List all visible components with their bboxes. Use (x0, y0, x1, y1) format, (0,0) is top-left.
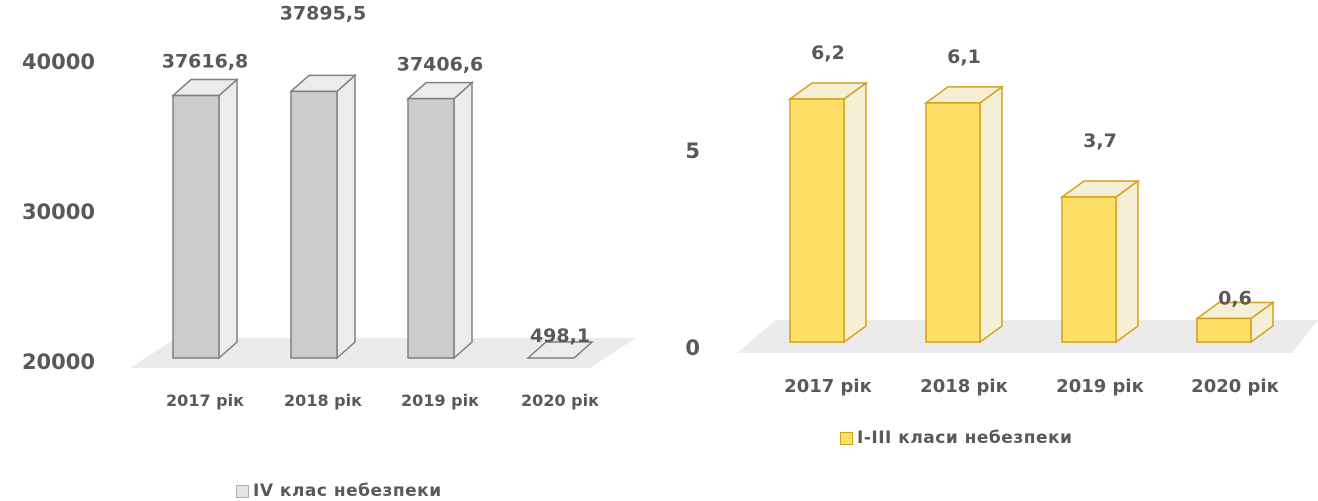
x-tick-label: 2019 рік (1056, 376, 1144, 397)
data-label: 37406,6 (397, 54, 484, 76)
bar-side (979, 85, 1003, 344)
y-tick-label: 5 (685, 139, 700, 163)
legend-i-iii-classes: I-III класи небезпеки (840, 428, 1072, 448)
bar (526, 341, 594, 359)
bar-front (290, 90, 338, 359)
x-tick-label: 2018 рік (920, 376, 1008, 397)
bar (171, 77, 239, 360)
bar-front (172, 94, 220, 359)
bar (289, 73, 357, 360)
bar-front (789, 98, 845, 343)
chart-iv-class: 20000 30000 40000 37616,8 2017 рік 37895,5 201… (22, 2, 636, 410)
data-label: 0,6 (1218, 287, 1252, 309)
legend-swatch-yellow (840, 431, 853, 445)
bar (406, 80, 474, 360)
data-label: 37895,5 (280, 2, 367, 24)
data-label: 6,2 (811, 42, 845, 64)
bar (1059, 179, 1141, 344)
bar-side (453, 80, 473, 360)
x-tick-label: 2019 рік (401, 391, 479, 410)
chart-i-iii-classes: 0 5 6,2 2017 рік 6,1 2018 рік 3,7 2019 рік 0,6 20… (685, 42, 1318, 397)
bar-side (843, 81, 867, 344)
legend-label-iv-class: IV клас небезпеки (253, 481, 442, 501)
y-tick-label: 40000 (22, 50, 95, 74)
bar-top (526, 341, 594, 359)
y-tick-label: 30000 (22, 200, 95, 224)
floor-plane (737, 320, 1318, 353)
data-label: 3,7 (1083, 130, 1117, 152)
data-label: 37616,8 (162, 51, 249, 73)
x-tick-label: 2020 рік (521, 391, 599, 410)
data-label: 498,1 (530, 325, 590, 347)
bar-front (1061, 196, 1117, 343)
bar (923, 85, 1005, 344)
bar-side (218, 77, 238, 360)
bar-side (336, 73, 356, 360)
legend-iv-class: IV клас небезпеки (236, 481, 442, 501)
legend-label-i-iii-classes: I-III класи небезпеки (857, 428, 1073, 448)
bar (1194, 301, 1276, 344)
bar-front (1196, 317, 1252, 343)
bar-side (1115, 179, 1139, 344)
x-tick-label: 2020 рік (1191, 376, 1279, 397)
bar (787, 81, 869, 344)
x-tick-label: 2017 рік (166, 391, 244, 410)
data-label: 6,1 (947, 46, 981, 68)
y-tick-label: 0 (685, 336, 700, 360)
bar-front (407, 97, 455, 359)
y-tick-label: 20000 (22, 350, 95, 374)
legend-swatch-gray (236, 484, 249, 498)
bar-front (925, 102, 981, 343)
floor-plane (130, 338, 636, 368)
x-tick-label: 2017 рік (784, 376, 872, 397)
x-tick-label: 2018 рік (284, 391, 362, 410)
